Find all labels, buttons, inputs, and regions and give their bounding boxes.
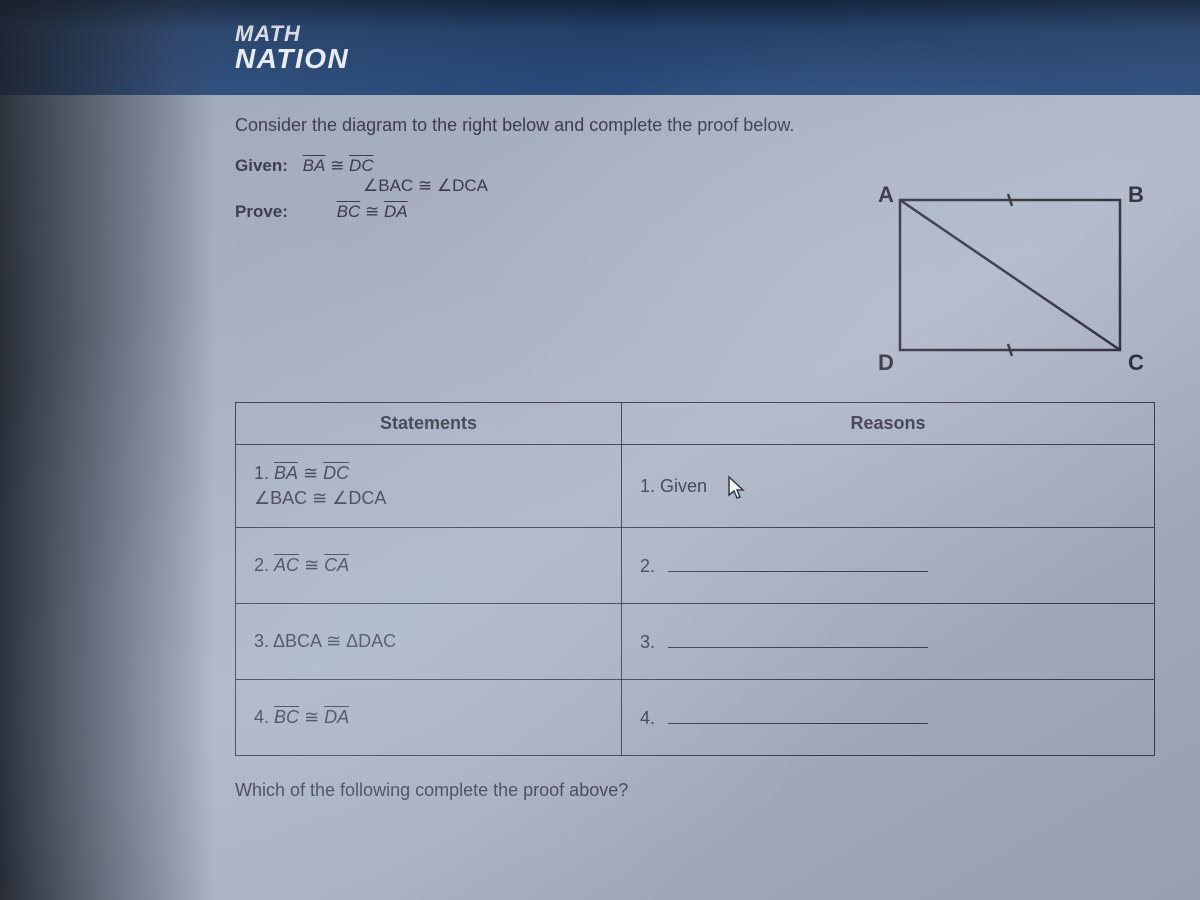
prove-label: Prove: (235, 202, 288, 221)
stmt-4: 4. BC ≅ DA (236, 680, 622, 756)
congruent-symbol: ≅ (365, 202, 379, 221)
col-statements: Statements (236, 403, 622, 445)
reason-3-blank[interactable]: 3. (621, 604, 1154, 680)
geometry-diagram: A B C D (870, 180, 1150, 380)
given-seg-BA: BA (303, 156, 326, 175)
table-row: 4. BC ≅ DA 4. (236, 680, 1155, 756)
reason-4-blank[interactable]: 4. (621, 680, 1154, 756)
blank-line[interactable] (668, 630, 928, 648)
vertex-C: C (1128, 350, 1144, 375)
table-row: 3. ΔBCA ≅ ΔDAC 3. (236, 604, 1155, 680)
table-row: 1. BA ≅ DC ∠BAC ≅ ∠DCA 1. Given (236, 445, 1155, 528)
stmt-3: 3. ΔBCA ≅ ΔDAC (236, 604, 622, 680)
footer-question: Which of the following complete the proo… (235, 780, 1150, 801)
congruent-symbol: ≅ (330, 156, 344, 175)
vertex-D: D (878, 350, 894, 375)
vertex-B: B (1128, 182, 1144, 207)
prove-seg-BC: BC (337, 202, 361, 221)
col-reasons: Reasons (621, 403, 1154, 445)
given-seg-DC: DC (349, 156, 374, 175)
table-row: 2. AC ≅ CA 2. (236, 528, 1155, 604)
given-label: Given: (235, 156, 288, 175)
reason-2-blank[interactable]: 2. (621, 528, 1154, 604)
mouse-cursor-icon (727, 475, 747, 506)
blank-line[interactable] (668, 554, 928, 572)
proof-table: Statements Reasons 1. BA ≅ DC ∠BAC ≅ ∠DC… (235, 402, 1155, 756)
reason-1: 1. Given (621, 445, 1154, 528)
stmt-1: 1. BA ≅ DC ∠BAC ≅ ∠DCA (236, 445, 622, 528)
photo-top-vignette (0, 0, 1200, 30)
logo-line2: NATION (235, 43, 349, 75)
stmt-2: 2. AC ≅ CA (236, 528, 622, 604)
vertex-A: A (878, 182, 894, 207)
given-line1: Given: BA ≅ DC (235, 156, 1150, 176)
photo-left-vignette (0, 0, 215, 900)
prove-seg-DA: DA (384, 202, 408, 221)
instruction-text: Consider the diagram to the right below … (235, 115, 1150, 136)
blank-line[interactable] (668, 706, 928, 724)
